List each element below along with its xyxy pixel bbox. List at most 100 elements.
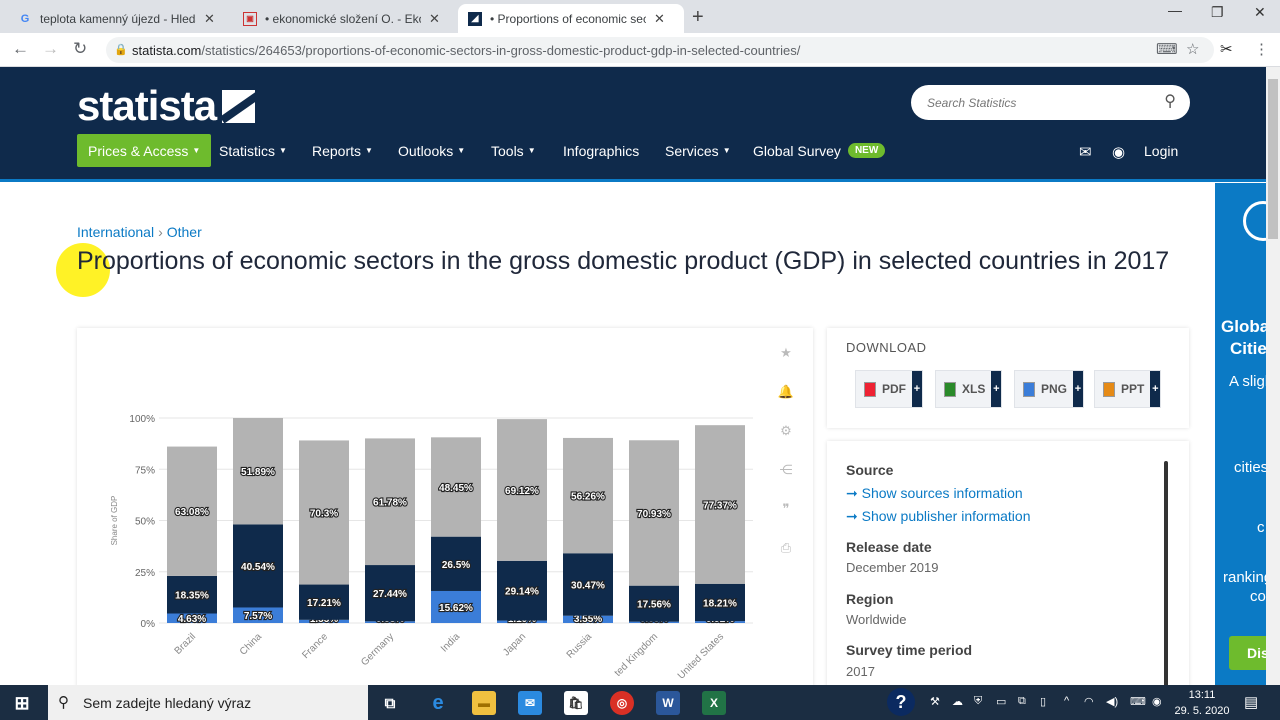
statista-logo[interactable]: statista [77,82,256,130]
tray-icon[interactable]: ▭ [996,696,1007,708]
chrome-icon[interactable]: ◎ [610,691,634,715]
task-view-icon[interactable]: ⧉ [384,694,396,712]
back-icon[interactable]: ← [12,39,29,58]
excel-icon[interactable]: X [702,691,726,715]
notifications-icon[interactable]: ▤ [1244,694,1259,711]
notification-bell-icon[interactable]: 🔔 [777,384,795,399]
data-label: 17.21% [307,598,341,609]
print-icon[interactable]: ⎙ [780,540,792,555]
help-icon[interactable]: ? [887,688,915,716]
word-icon[interactable]: W [656,691,680,715]
extension-icon[interactable]: ✂ [1220,41,1233,58]
tab-title: • Proportions of economic sector [490,11,646,26]
address-bar[interactable]: 🔒 statista.com/statistics/264653/proport… [106,37,1214,63]
nav-reports[interactable]: Reports ▼ [312,142,373,159]
breadcrumb-other[interactable]: Other [166,224,202,240]
search-input[interactable]: Search Statistics ⚲ [911,85,1190,120]
tray-icon[interactable]: ☁ [952,696,963,708]
show-sources-link[interactable]: ➞ Show sources information [846,485,1023,501]
nav-prices-access[interactable]: Prices & Access ▼ [77,134,212,167]
nav-infographics[interactable]: Infographics [563,142,640,159]
promo-text: A sligl [1229,373,1266,390]
tray-icon[interactable]: ⚒ [930,696,940,708]
data-label: 26.5% [442,560,470,571]
tray-icon[interactable]: ⧉ [1018,695,1026,707]
close-window-icon[interactable]: ✕ [1254,4,1266,20]
minimize-icon[interactable]: — [1168,2,1182,18]
download-png-button[interactable]: PNG + [1014,370,1085,408]
bookmark-star-icon[interactable]: ☆ [1186,41,1200,58]
show-publisher-link[interactable]: ➞ Show publisher information [846,508,1031,524]
nav-global-survey[interactable]: Global Survey NEW [753,134,886,167]
nav-services[interactable]: Services ▼ [665,142,731,159]
taskbar-clock[interactable]: 13:11 29. 5. 2020 [1174,689,1230,717]
login-link[interactable]: Login [1144,143,1179,159]
tab-ekonomicke[interactable]: ▣ • ekonomické složení O. - Ekonor ✕ [233,4,455,33]
x-tick-label: China [238,631,265,658]
forward-icon[interactable]: → [42,39,59,58]
close-tab-icon[interactable]: ✕ [429,10,440,26]
taskbar-search-input[interactable]: ⚲ Sem zadejte hledaný výraz [48,685,368,720]
main-nav: Prices & Access ▼ Statistics ▼ Reports ▼ Ou… [0,134,1266,167]
download-ppt-button[interactable]: PPT + [1094,370,1162,408]
release-date-value: December 2019 [846,560,939,575]
data-label: 56.26% [571,492,605,503]
tray-icon[interactable]: ⛨ [974,695,983,707]
promo-discover-button[interactable]: Dis [1229,636,1266,670]
bar-segment [299,584,349,620]
share-icon[interactable]: ⋲ [779,462,793,477]
edge-icon[interactable]: e [432,691,444,714]
new-tab-icon[interactable]: + [692,6,704,28]
wifi-icon[interactable]: ◠ [1084,696,1094,708]
browser-menu-icon[interactable]: ⋮ [1254,41,1269,58]
nav-outlooks[interactable]: Outlooks ▼ [398,142,466,159]
show-hidden-icons[interactable]: ^ [1064,695,1070,707]
nav-tools[interactable]: Tools ▼ [491,142,536,159]
bar-segment [497,620,547,623]
volume-icon[interactable]: ◀) [1106,696,1119,708]
favorite-star-icon[interactable]: ★ [780,345,792,360]
tray-icon[interactable]: ▯ [1040,696,1047,708]
meet-icon[interactable]: ◉ [1152,696,1162,708]
magnifier-icon [1243,201,1266,241]
tab-statista[interactable]: ◢ • Proportions of economic sector ✕ [458,4,684,33]
promo-side-panel[interactable]: Globa Citie A sligl cities c ranking co … [1215,183,1266,685]
page-scrollbar[interactable] [1266,67,1280,685]
store-icon[interactable]: 🛍 [564,691,588,715]
reload-icon[interactable]: ↻ [73,39,88,58]
bar-segment [233,418,283,525]
search-icon: ⚲ [58,694,69,711]
bar-segment [299,440,349,585]
nav-statistics[interactable]: Statistics ▼ [219,142,287,159]
tab-title: • ekonomické složení O. - Ekonor [265,11,421,26]
data-label: 15.62% [439,603,473,614]
promo-text: co [1250,588,1266,605]
translate-icon[interactable]: ⌨ [1156,41,1178,58]
promo-text: ranking [1223,569,1266,586]
mail-app-icon[interactable]: ✉ [518,691,542,715]
data-label: 77.37% [703,500,737,511]
download-xls-button[interactable]: XLS + [935,370,1003,408]
source-label: Source [846,462,894,478]
file-explorer-icon[interactable]: ▬ [472,691,496,715]
info-scrollbar[interactable] [1164,461,1168,691]
cursor-highlight [56,243,110,297]
mail-icon[interactable]: ✉ [1079,144,1092,161]
close-tab-icon[interactable]: ✕ [654,10,665,26]
breadcrumb-international[interactable]: International [77,224,155,240]
search-placeholder: Search Statistics [927,95,1017,110]
maximize-icon[interactable]: ❐ [1211,4,1224,20]
bar-segment [167,613,217,623]
settings-gear-icon[interactable]: ⚙ [780,423,792,438]
globe-icon[interactable]: ◉ [1112,144,1126,161]
quote-icon[interactable]: ❞ [782,501,790,516]
scrollbar-thumb[interactable] [1268,79,1278,239]
search-icon[interactable]: ⚲ [1164,93,1176,110]
download-pdf-button[interactable]: PDF + [855,370,923,408]
close-tab-icon[interactable]: ✕ [204,10,215,26]
windows-start-icon[interactable]: ⊞ [14,692,30,713]
tab-google-search[interactable]: G teplota kamenný újezd - Hledat G ✕ [8,4,230,33]
data-label: 61.78% [373,498,407,509]
language-icon[interactable]: ⌨ [1130,696,1146,708]
data-label: 3.55% [574,614,602,625]
